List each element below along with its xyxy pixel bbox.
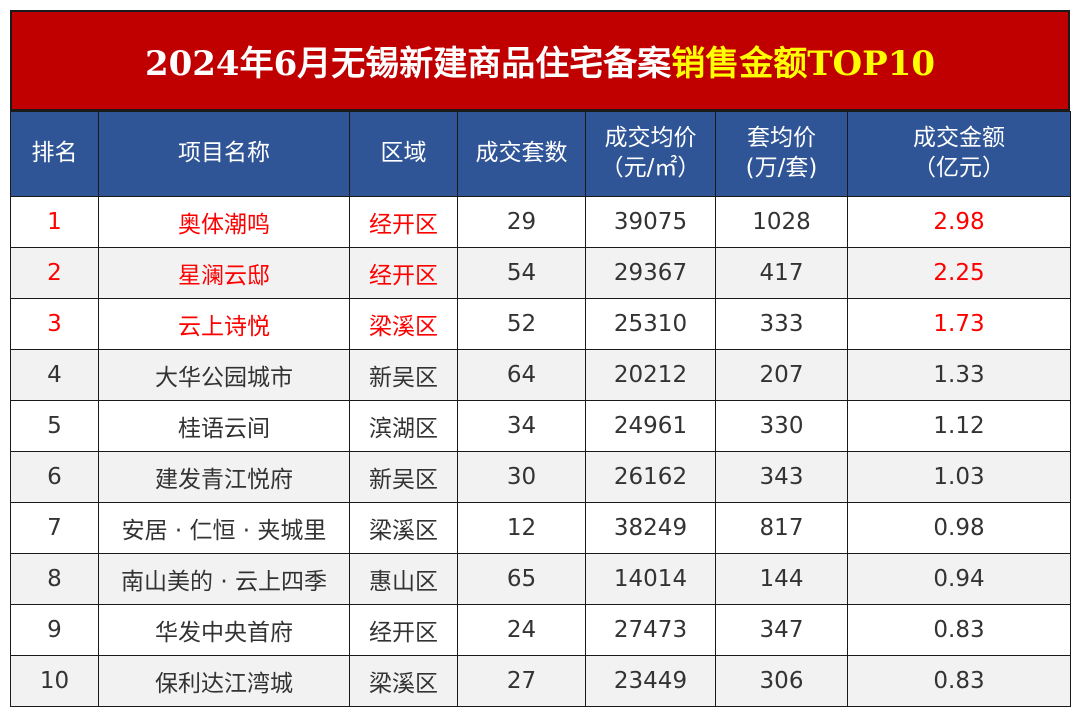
table-row: 8 南山美的 · 云上四季 惠山区 65 14014 144 0.94 <box>10 553 1071 605</box>
cell-project-name: 星澜云邸 <box>98 247 350 299</box>
cell-avg-price: 38249 <box>585 502 716 554</box>
cell-amount: 2.25 <box>847 247 1071 299</box>
table-row: 7 安居 · 仁恒 · 夹城里 梁溪区 12 38249 817 0.98 <box>10 502 1071 554</box>
cell-project-name: 桂语云间 <box>98 400 350 452</box>
cell-project-name: 安居 · 仁恒 · 夹城里 <box>98 502 350 554</box>
table-row: 10 保利达江湾城 梁溪区 27 23449 306 0.83 <box>10 655 1071 707</box>
cell-amount: 1.73 <box>847 298 1071 350</box>
table-row: 1 奥体潮鸣 经开区 29 39075 1028 2.98 <box>10 196 1071 248</box>
cell-district: 经开区 <box>349 604 458 656</box>
cell-amount: 0.98 <box>847 502 1071 554</box>
cell-unit-price: 417 <box>715 247 848 299</box>
cell-project-name: 大华公园城市 <box>98 349 350 401</box>
cell-project-name: 云上诗悦 <box>98 298 350 350</box>
table-row: 2 星澜云邸 经开区 54 29367 417 2.25 <box>10 247 1071 299</box>
cell-rank: 8 <box>10 553 99 605</box>
cell-rank: 10 <box>10 655 99 707</box>
cell-avg-price: 23449 <box>585 655 716 707</box>
table-row: 9 华发中央首府 经开区 24 27473 347 0.83 <box>10 604 1071 656</box>
cell-rank: 7 <box>10 502 99 554</box>
cell-amount: 1.12 <box>847 400 1071 452</box>
cell-district: 经开区 <box>349 196 458 248</box>
cell-avg-price: 14014 <box>585 553 716 605</box>
cell-avg-price: 39075 <box>585 196 716 248</box>
header-row: 排名 项目名称 区域 成交套数 成交均价 （元/㎡） 套均价 (万/套) 成交金额（… <box>10 111 1071 197</box>
cell-unit-price: 817 <box>715 502 848 554</box>
title-highlight: 销售金额TOP10 <box>671 44 936 84</box>
header-rank: 排名 <box>10 111 99 197</box>
title-main: 2024年6月无锡新建商品住宅备案 <box>144 44 672 84</box>
cell-amount: 1.33 <box>847 349 1071 401</box>
cell-rank: 5 <box>10 400 99 452</box>
cell-units: 34 <box>457 400 586 452</box>
table-row: 3 云上诗悦 梁溪区 52 25310 333 1.73 <box>10 298 1071 350</box>
cell-unit-price: 1028 <box>715 196 848 248</box>
table-body: 1 奥体潮鸣 经开区 29 39075 1028 2.98 2 星澜云邸 经开区 54 29367 41… <box>10 196 1071 707</box>
sales-table: 排名 项目名称 区域 成交套数 成交均价 （元/㎡） 套均价 (万/套) 成交金额（… <box>10 111 1071 707</box>
table-row: 5 桂语云间 滨湖区 34 24961 330 1.12 <box>10 400 1071 452</box>
header-unit-price: 套均价 (万/套) <box>715 111 848 197</box>
cell-district: 滨湖区 <box>349 400 458 452</box>
cell-amount: 1.03 <box>847 451 1071 503</box>
cell-project-name: 保利达江湾城 <box>98 655 350 707</box>
header-units: 成交套数 <box>457 111 586 197</box>
cell-units: 12 <box>457 502 586 554</box>
cell-rank: 6 <box>10 451 99 503</box>
cell-rank: 1 <box>10 196 99 248</box>
cell-units: 24 <box>457 604 586 656</box>
cell-unit-price: 343 <box>715 451 848 503</box>
cell-unit-price: 347 <box>715 604 848 656</box>
cell-unit-price: 207 <box>715 349 848 401</box>
cell-district: 新吴区 <box>349 451 458 503</box>
cell-amount: 0.83 <box>847 655 1071 707</box>
cell-units: 65 <box>457 553 586 605</box>
cell-district: 惠山区 <box>349 553 458 605</box>
cell-units: 29 <box>457 196 586 248</box>
cell-units: 27 <box>457 655 586 707</box>
cell-avg-price: 26162 <box>585 451 716 503</box>
cell-unit-price: 144 <box>715 553 848 605</box>
cell-project-name: 华发中央首府 <box>98 604 350 656</box>
cell-district: 梁溪区 <box>349 298 458 350</box>
cell-amount: 0.83 <box>847 604 1071 656</box>
cell-units: 30 <box>457 451 586 503</box>
header-amount: 成交金额 （亿元） <box>847 111 1071 197</box>
cell-amount: 2.98 <box>847 196 1071 248</box>
header-project-name: 项目名称 <box>98 111 350 197</box>
cell-district: 梁溪区 <box>349 502 458 554</box>
cell-project-name: 建发青江悦府 <box>98 451 350 503</box>
cell-district: 经开区 <box>349 247 458 299</box>
cell-district: 梁溪区 <box>349 655 458 707</box>
cell-avg-price: 25310 <box>585 298 716 350</box>
cell-avg-price: 29367 <box>585 247 716 299</box>
cell-rank: 2 <box>10 247 99 299</box>
cell-avg-price: 24961 <box>585 400 716 452</box>
table-title: 2024年6月无锡新建商品住宅备案 销售金额TOP10 <box>10 10 1070 111</box>
cell-amount: 0.94 <box>847 553 1071 605</box>
header-avg-price: 成交均价 （元/㎡） <box>585 111 716 197</box>
cell-unit-price: 306 <box>715 655 848 707</box>
cell-units: 54 <box>457 247 586 299</box>
cell-avg-price: 20212 <box>585 349 716 401</box>
cell-avg-price: 27473 <box>585 604 716 656</box>
table-row: 6 建发青江悦府 新吴区 30 26162 343 1.03 <box>10 451 1071 503</box>
cell-unit-price: 330 <box>715 400 848 452</box>
ranking-table-container: 2024年6月无锡新建商品住宅备案 销售金额TOP10 排名 项目名称 区域 成交… <box>10 10 1071 707</box>
table-row: 4 大华公园城市 新吴区 64 20212 207 1.33 <box>10 349 1071 401</box>
cell-project-name: 南山美的 · 云上四季 <box>98 553 350 605</box>
cell-rank: 4 <box>10 349 99 401</box>
cell-rank: 3 <box>10 298 99 350</box>
cell-unit-price: 333 <box>715 298 848 350</box>
cell-project-name: 奥体潮鸣 <box>98 196 350 248</box>
header-district: 区域 <box>349 111 458 197</box>
cell-district: 新吴区 <box>349 349 458 401</box>
cell-units: 64 <box>457 349 586 401</box>
cell-rank: 9 <box>10 604 99 656</box>
cell-units: 52 <box>457 298 586 350</box>
